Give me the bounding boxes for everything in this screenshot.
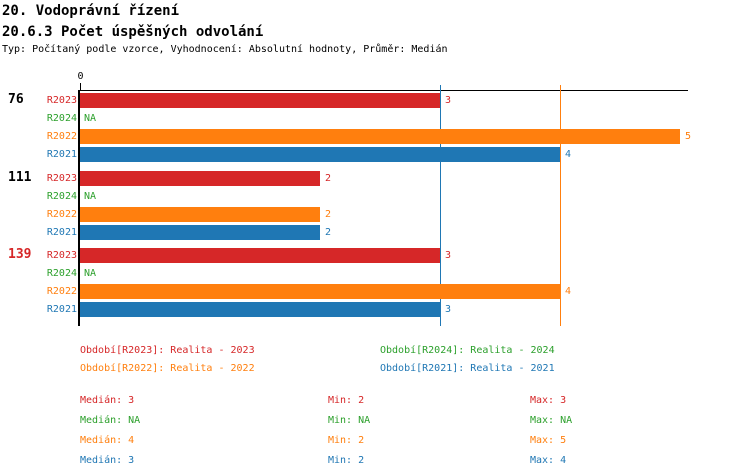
series-label: R2021 — [46, 149, 77, 160]
legend-item-r2023: Období[R2023]: Realita - 2023 — [80, 345, 255, 356]
bar-value-label: 3 — [445, 250, 452, 261]
group-label: 111 — [8, 170, 32, 185]
series-label: R2023 — [46, 173, 77, 184]
stat-max: Max: 5 — [530, 435, 567, 446]
page-subtitle: 20.6.3 Počet úspěšných odvolání — [2, 24, 264, 40]
x-axis-zero-label: 0 — [77, 71, 84, 82]
stat-min: Min: 2 — [328, 455, 365, 466]
series-label: R2023 — [46, 95, 77, 106]
series-label: R2022 — [46, 286, 77, 297]
bar-value-label: NA — [84, 191, 97, 202]
stat-median: Medián: 3 — [80, 395, 135, 406]
bar — [80, 129, 680, 144]
bar — [80, 302, 440, 317]
page-title: 20. Vodoprávní řízení — [2, 3, 180, 19]
series-label: R2024 — [46, 268, 77, 279]
series-label: R2024 — [46, 191, 77, 202]
y-axis-line — [78, 90, 80, 326]
bar-value-label: 2 — [325, 173, 332, 184]
series-label: R2024 — [46, 113, 77, 124]
bar — [80, 248, 440, 263]
legend-item-r2021: Období[R2021]: Realita - 2021 — [380, 363, 555, 374]
stat-median: Medián: 4 — [80, 435, 135, 446]
stat-median: Medián: 3 — [80, 455, 135, 466]
stat-min: Min: NA — [328, 415, 371, 426]
bar-value-label: 4 — [565, 286, 572, 297]
series-label: R2023 — [46, 250, 77, 261]
bar-value-label: 2 — [325, 227, 332, 238]
stat-max: Max: NA — [530, 415, 573, 426]
stat-min: Min: 2 — [328, 435, 365, 446]
median-line — [440, 85, 441, 326]
stat-max: Max: 3 — [530, 395, 567, 406]
x-axis-line — [80, 90, 688, 91]
bar-value-label: 4 — [565, 149, 572, 160]
bar-value-label: 5 — [685, 131, 692, 142]
group-label: 139 — [8, 247, 32, 262]
bar-value-label: 2 — [325, 209, 332, 220]
series-label: R2022 — [46, 209, 77, 220]
series-label: R2022 — [46, 131, 77, 142]
median-line — [560, 85, 561, 326]
stat-max: Max: 4 — [530, 455, 567, 466]
bar — [80, 93, 440, 108]
stat-min: Min: 2 — [328, 395, 365, 406]
bar — [80, 207, 320, 222]
bar — [80, 171, 320, 186]
chart-meta-line: Typ: Počítaný podle vzorce, Vyhodnocení:… — [2, 44, 448, 55]
bar-value-label: 3 — [445, 95, 452, 106]
bar-value-label: 3 — [445, 304, 452, 315]
legend-item-r2022: Období[R2022]: Realita - 2022 — [80, 363, 255, 374]
stat-median: Medián: NA — [80, 415, 141, 426]
bar — [80, 284, 560, 299]
x-axis-zero-tick — [80, 83, 81, 90]
bar — [80, 147, 560, 162]
series-label: R2021 — [46, 227, 77, 238]
bar-value-label: NA — [84, 113, 97, 124]
legend-item-r2024: Období[R2024]: Realita - 2024 — [380, 345, 555, 356]
bar — [80, 225, 320, 240]
group-label: 76 — [8, 92, 24, 107]
series-label: R2021 — [46, 304, 77, 315]
bar-value-label: NA — [84, 268, 97, 279]
